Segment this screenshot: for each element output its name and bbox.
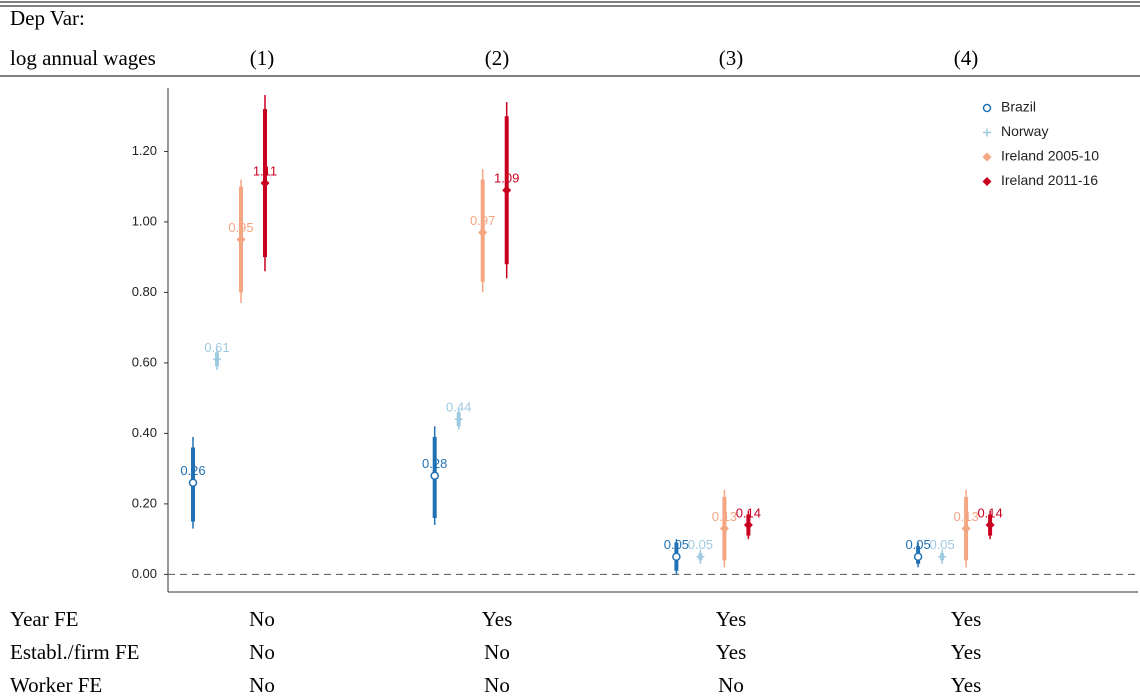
table-cell: Yes [951, 607, 982, 631]
data-label: 0.28 [422, 456, 447, 471]
y-tick-label: 0.40 [132, 425, 157, 440]
column-header: (3) [719, 46, 744, 70]
table-cell: No [249, 673, 275, 697]
point [236, 235, 246, 245]
point [188, 478, 198, 487]
point [454, 415, 463, 424]
legend-label: Ireland 2005-10 [1001, 148, 1099, 164]
column-header: (2) [485, 46, 510, 70]
data-label: 1.11 [253, 164, 277, 179]
data-label: 0.95 [228, 220, 253, 235]
row-label: Establ./firm FE [10, 640, 140, 664]
point [430, 471, 439, 480]
table-cell: Yes [482, 607, 513, 631]
data-label: 0.05 [905, 537, 930, 552]
y-tick-label: 0.00 [132, 566, 157, 581]
point [961, 524, 971, 534]
data-label: 0.13 [953, 509, 978, 524]
point [982, 177, 992, 186]
column-header: (4) [954, 46, 979, 70]
point [983, 128, 991, 137]
data-label: 0.05 [664, 537, 689, 552]
column-header: (1) [250, 46, 275, 70]
point [985, 520, 995, 530]
y-tick-label: 0.80 [132, 284, 157, 299]
legend-label: Ireland 2011-16 [1001, 172, 1098, 188]
table-cell: No [718, 673, 744, 697]
point [213, 355, 221, 364]
table-cell: No [249, 640, 275, 664]
point [938, 552, 947, 561]
point [478, 228, 488, 238]
table-cell: Yes [716, 607, 747, 631]
data-label: 0.05 [929, 537, 954, 552]
point [719, 524, 729, 534]
point [672, 552, 681, 562]
point [696, 552, 705, 561]
data-label: 0.05 [688, 537, 713, 552]
data-label: 0.14 [977, 505, 1002, 520]
table-cell: No [249, 607, 275, 631]
table-cell: Yes [716, 640, 747, 664]
data-label: 1.09 [494, 171, 519, 186]
table-cell: Yes [951, 640, 982, 664]
point [502, 185, 512, 195]
point [913, 552, 923, 562]
data-label: 0.13 [712, 509, 737, 524]
dep-var-label: Dep Var: [10, 6, 85, 30]
data-label: 0.44 [446, 400, 471, 415]
row-label: Year FE [10, 607, 78, 631]
table-cell: Yes [951, 673, 982, 697]
dep-var-label: log annual wages [10, 46, 156, 70]
point [743, 520, 753, 530]
data-label: 0.97 [470, 213, 495, 228]
point [982, 152, 992, 162]
row-label: Worker FE [10, 673, 102, 697]
y-tick-label: 1.20 [132, 143, 157, 158]
table-cell: No [484, 673, 510, 697]
point [982, 103, 992, 113]
y-tick-label: 0.60 [132, 354, 157, 369]
legend-label: Norway [1001, 123, 1048, 139]
data-label: 0.26 [180, 463, 205, 478]
y-tick-label: 1.00 [132, 213, 157, 228]
table-cell: No [484, 640, 510, 664]
legend-label: Brazil [1001, 99, 1036, 115]
data-label: 0.61 [204, 340, 229, 355]
data-label: 0.14 [736, 505, 761, 520]
point [260, 178, 270, 188]
y-tick-label: 0.20 [132, 495, 157, 510]
